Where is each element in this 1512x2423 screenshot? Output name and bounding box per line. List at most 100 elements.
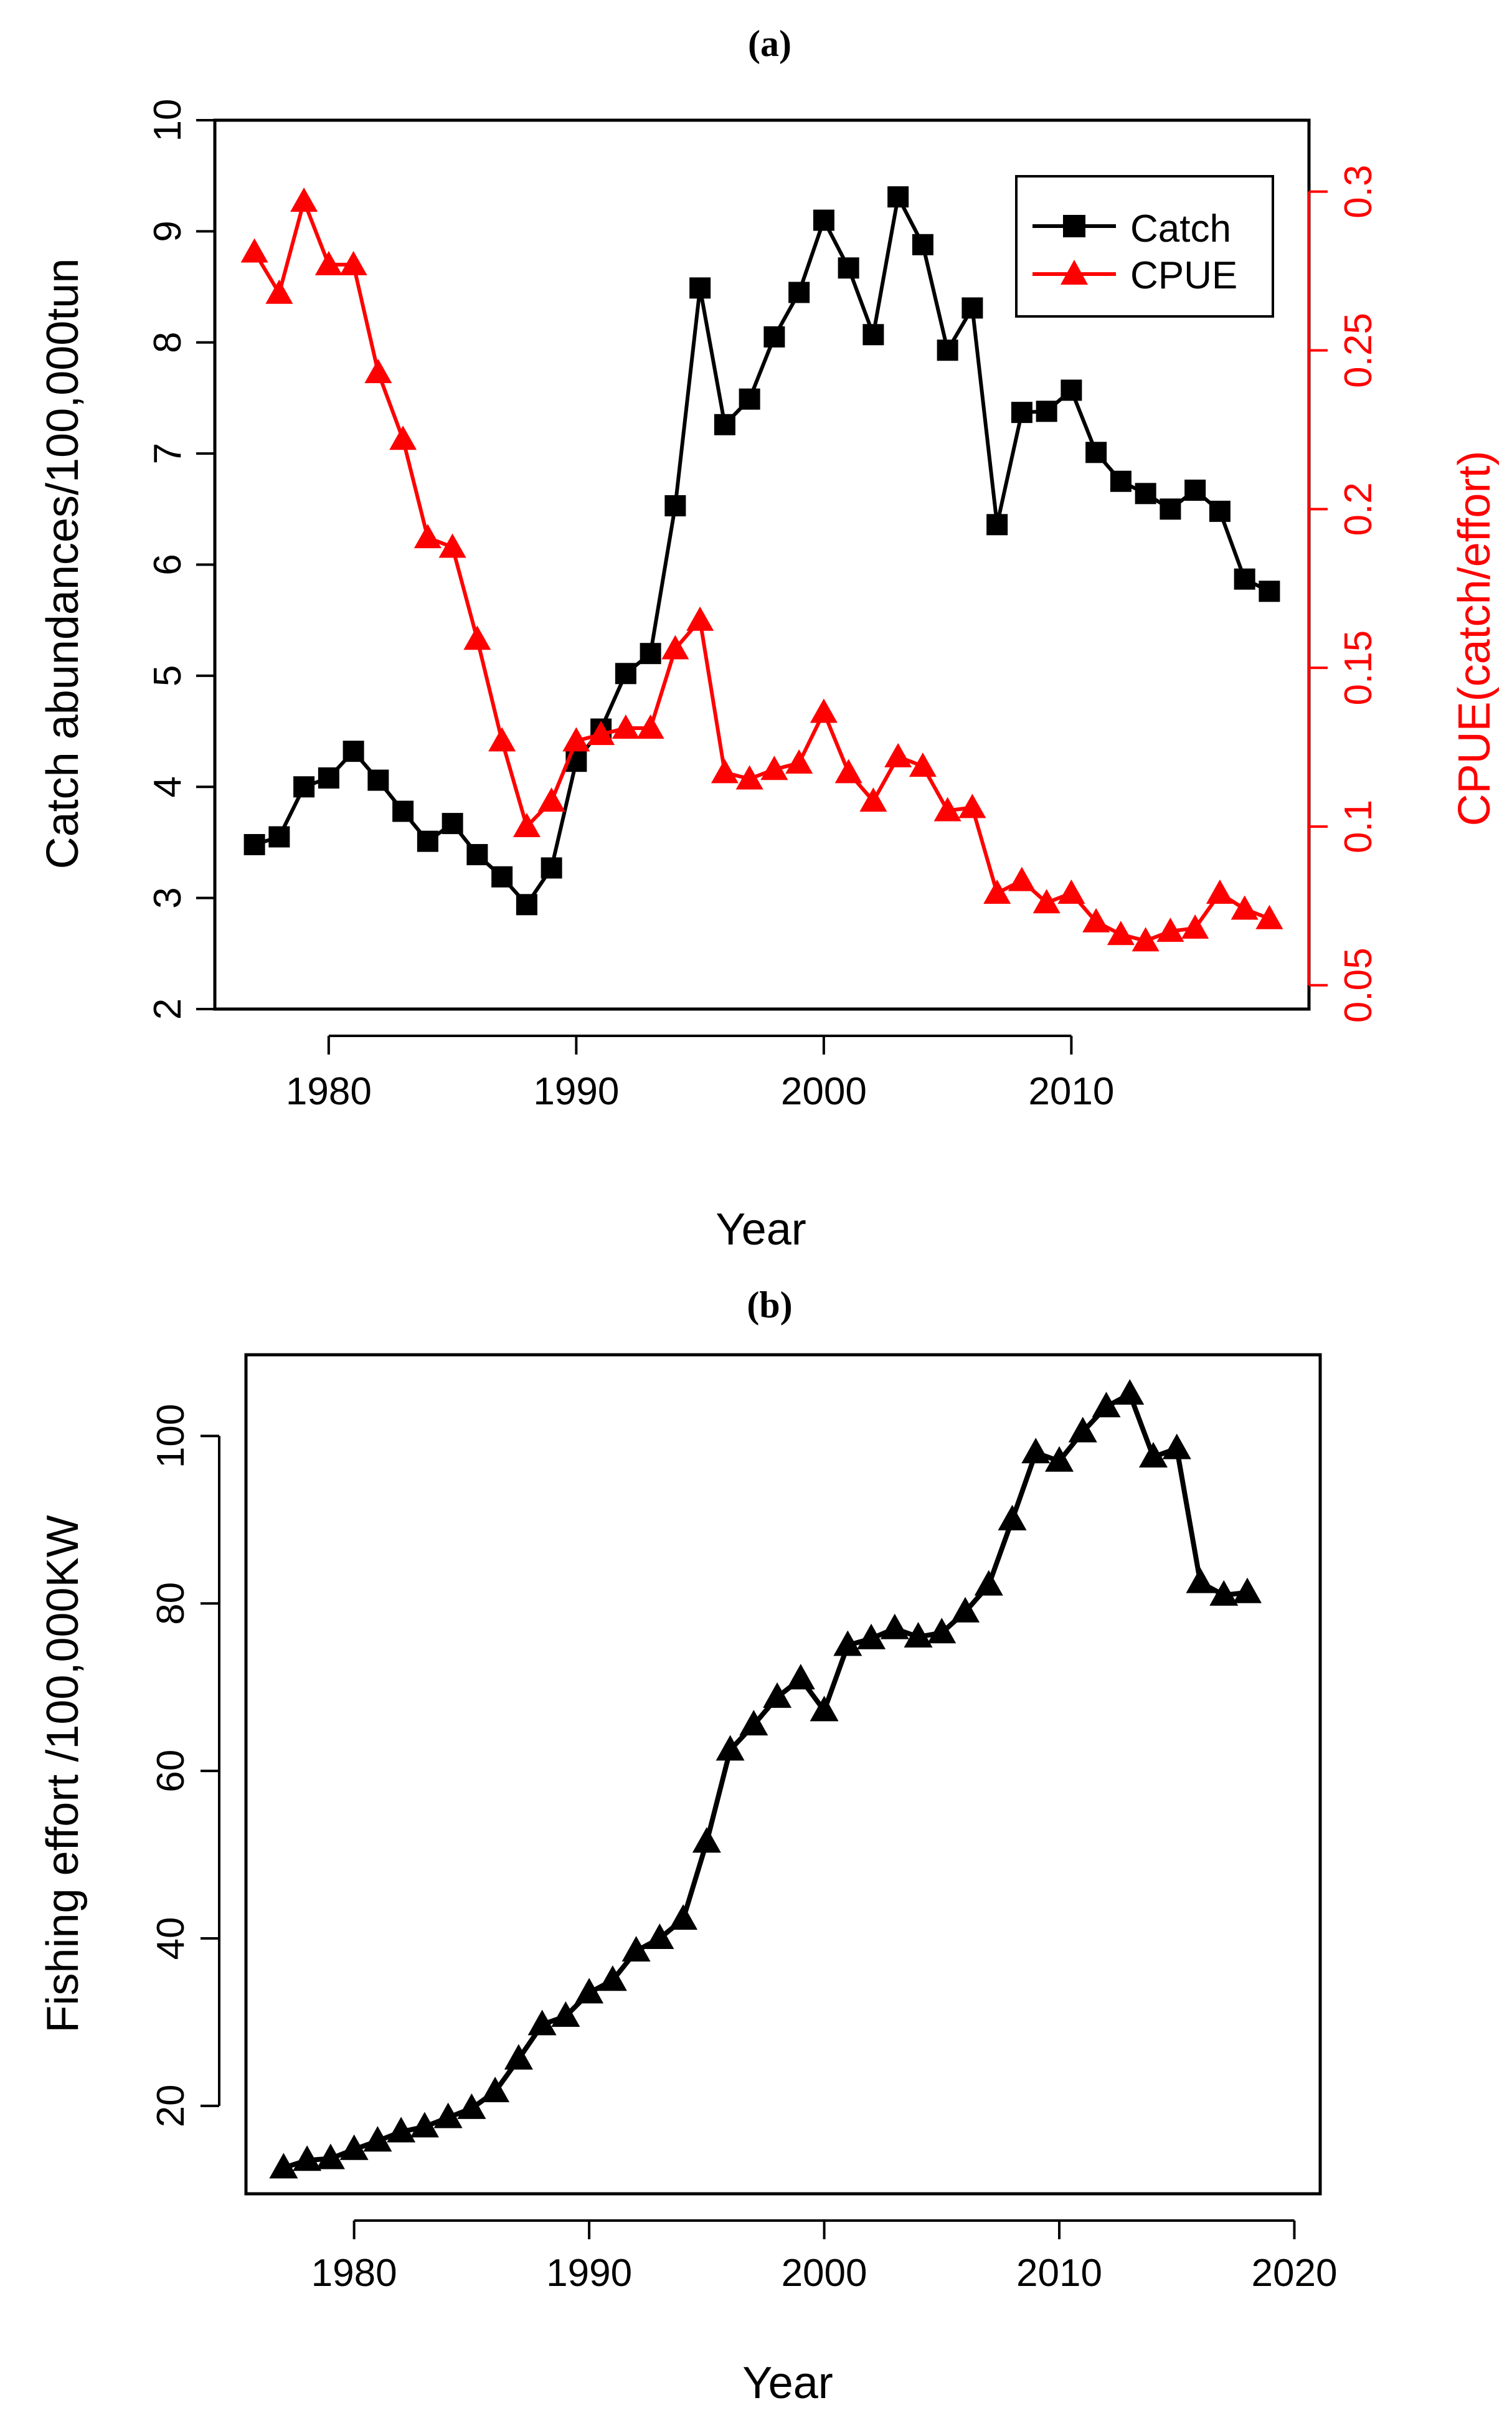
catch-point: [937, 339, 958, 361]
cpue-point: [711, 759, 739, 784]
catch-point: [1085, 442, 1107, 463]
cpue-point: [364, 359, 392, 384]
panel-a-right-y-axis-label: CPUE(catch/effort): [1450, 451, 1500, 827]
effort-point: [1115, 1379, 1145, 1405]
catch-point: [318, 767, 339, 789]
catch-point: [986, 514, 1008, 536]
effort-point: [293, 2145, 322, 2171]
cpue-point: [1057, 879, 1085, 904]
cpue-point: [810, 698, 838, 723]
panel-b-x-axis-label: Year: [742, 2358, 833, 2408]
cpue-point: [1206, 879, 1234, 904]
panel-a-y-tick-label: 5: [146, 665, 189, 686]
effort-point: [1186, 1567, 1215, 1593]
cpue-point: [958, 794, 986, 818]
catch-point: [491, 866, 513, 888]
effort-point: [1209, 1580, 1239, 1606]
panel-a-right-y-tick-label: 0.3: [1337, 165, 1380, 219]
panel-b-y-tick-label: 100: [149, 1404, 192, 1468]
cpue-point: [909, 752, 937, 777]
panel-a-y-tick-label: 7: [146, 443, 189, 464]
catch-point: [343, 741, 364, 762]
panel-a-x-tick-label: 2010: [1028, 1070, 1114, 1113]
effort-point: [669, 1904, 698, 1930]
catch-point: [1209, 500, 1231, 522]
cpue-point: [1082, 908, 1110, 932]
legend-box: [1015, 175, 1274, 318]
cpue-point: [562, 727, 590, 752]
catch-point: [243, 834, 265, 856]
effort-point: [269, 2153, 298, 2179]
catch-point: [862, 324, 884, 346]
panel-a-x-tick-label: 2000: [781, 1070, 867, 1113]
panel-a-right-y-axis: 0.05 0.1 0.15 0.2 0.25 0.3: [1308, 165, 1380, 1023]
panel-b-y-tick-label: 80: [149, 1582, 192, 1625]
cpue-point: [339, 250, 367, 275]
catch-series: [243, 186, 1280, 916]
catch-point: [788, 282, 810, 303]
effort-point: [833, 1630, 862, 1656]
panel-a-right-y-tick-label: 0.1: [1337, 800, 1380, 853]
catch-point: [293, 776, 315, 798]
catch-point: [763, 326, 785, 348]
cpue-point: [785, 749, 813, 774]
cpue-point: [760, 756, 788, 780]
panel-a-y-tick-label: 4: [146, 776, 189, 797]
effort-point: [387, 2117, 416, 2143]
effort-point: [1068, 1416, 1097, 1443]
effort-point: [927, 1618, 957, 1644]
legend-catch-marker: [1063, 215, 1085, 237]
panel-a-y-tick-label: 10: [146, 99, 189, 142]
cpue-point: [612, 714, 640, 739]
catch-point: [813, 209, 834, 231]
panel-a-x-tick-label: 1980: [286, 1070, 372, 1113]
effort-point: [786, 1664, 815, 1690]
effort-point: [739, 1710, 768, 1736]
cpue-point: [240, 238, 268, 263]
catch-point: [367, 769, 389, 791]
panel-b-x-tick-label: 2020: [1252, 2252, 1338, 2295]
panel-a-right-y-tick-label: 0.2: [1337, 482, 1380, 536]
cpue-series: [240, 187, 1283, 952]
legend-catch-label: Catch: [1130, 207, 1231, 250]
effort-point: [951, 1596, 980, 1623]
panel-a-y-axis-label: Catch abundances/100,000tun: [38, 258, 88, 870]
catch-point: [1135, 483, 1156, 505]
catch-point: [541, 857, 562, 879]
cpue-point: [933, 797, 962, 822]
panel-b-plot-frame: [244, 1353, 1322, 2196]
catch-point: [442, 813, 463, 835]
panel-b-x-axis: 1980 1990 2000 2010 2020: [311, 2219, 1338, 2295]
effort-point: [857, 1623, 886, 1649]
panel-a-label: (a): [748, 23, 791, 64]
effort-point: [433, 2102, 463, 2128]
cpue-point: [834, 759, 862, 784]
catch-point: [466, 844, 488, 866]
catch-point: [664, 495, 686, 516]
cpue-point: [1255, 904, 1283, 929]
effort-point: [504, 2044, 533, 2070]
panel-b-x-tick-label: 1990: [546, 2252, 632, 2295]
catch-point: [912, 234, 933, 255]
cpue-point: [537, 787, 565, 812]
catch-point: [417, 830, 438, 852]
panel-b-y-tick-label: 60: [149, 1750, 192, 1793]
effort-point: [457, 2093, 486, 2119]
effort-point: [1092, 1392, 1121, 1418]
cpue-point: [636, 714, 664, 739]
effort-point: [1162, 1433, 1191, 1459]
cpue-point: [413, 524, 442, 549]
panel-a-y-tick-label: 2: [146, 998, 189, 1020]
cpue-point: [884, 742, 912, 767]
cpue-point: [1156, 918, 1184, 942]
catch-point: [1110, 470, 1132, 492]
cpue-point: [265, 279, 293, 304]
effort-point: [339, 2134, 369, 2160]
cpue-point: [488, 727, 516, 752]
catch-point: [640, 643, 661, 665]
catch-point: [1061, 379, 1082, 401]
panel-a-y-tick-label: 8: [146, 332, 189, 353]
panel-b-label: (b): [747, 1284, 792, 1325]
cpue-point: [463, 625, 491, 650]
